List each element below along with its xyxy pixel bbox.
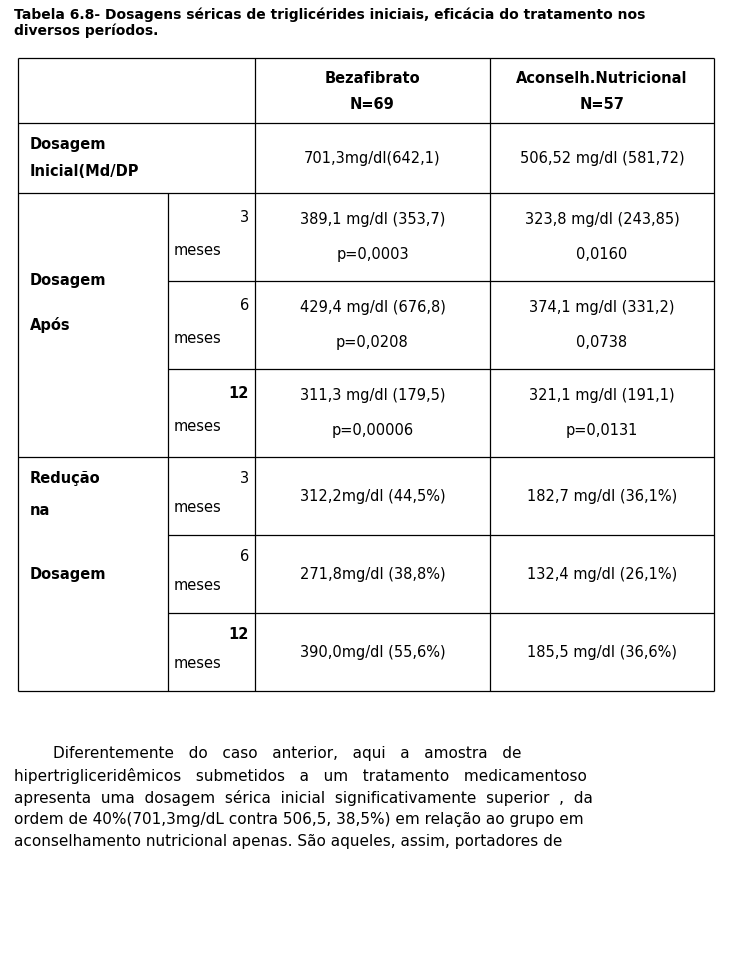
Text: Após: Após xyxy=(30,317,71,333)
Text: Inicial(Md/DP: Inicial(Md/DP xyxy=(30,165,139,180)
Text: 0,0160: 0,0160 xyxy=(577,247,628,262)
Text: meses: meses xyxy=(174,578,222,593)
Text: 321,1 mg/dl (191,1): 321,1 mg/dl (191,1) xyxy=(529,388,675,403)
Text: 390,0mg/dl (55,6%): 390,0mg/dl (55,6%) xyxy=(300,644,445,659)
Text: p=0,0208: p=0,0208 xyxy=(336,335,409,350)
Text: 3: 3 xyxy=(240,472,249,486)
Text: 374,1 mg/dl (331,2): 374,1 mg/dl (331,2) xyxy=(529,300,675,315)
Text: Dosagem: Dosagem xyxy=(30,137,106,151)
Text: 185,5 mg/dl (36,6%): 185,5 mg/dl (36,6%) xyxy=(527,644,677,659)
Text: meses: meses xyxy=(174,501,222,515)
Text: Tabela 6.8- Dosagens séricas de triglicérides iniciais, eficácia do tratamento n: Tabela 6.8- Dosagens séricas de triglicé… xyxy=(14,8,645,23)
Text: 6: 6 xyxy=(240,299,249,313)
Text: na: na xyxy=(30,502,50,518)
Text: p=0,00006: p=0,00006 xyxy=(332,423,413,438)
Text: 182,7 mg/dl (36,1%): 182,7 mg/dl (36,1%) xyxy=(527,488,677,503)
Text: 12: 12 xyxy=(229,628,249,642)
Text: Dosagem: Dosagem xyxy=(30,273,106,288)
Text: ordem de 40%(701,3mg/dL contra 506,5, 38,5%) em relação ao grupo em: ordem de 40%(701,3mg/dL contra 506,5, 38… xyxy=(14,812,584,827)
Text: meses: meses xyxy=(174,419,222,434)
Text: p=0,0003: p=0,0003 xyxy=(336,247,409,262)
Text: 12: 12 xyxy=(229,386,249,401)
Text: 312,2mg/dl (44,5%): 312,2mg/dl (44,5%) xyxy=(300,488,445,503)
Text: Diferentemente   do   caso   anterior,   aqui   a   amostra   de: Diferentemente do caso anterior, aqui a … xyxy=(14,746,521,761)
Text: 6: 6 xyxy=(240,549,249,565)
Text: meses: meses xyxy=(174,243,222,257)
Text: 506,52 mg/dl (581,72): 506,52 mg/dl (581,72) xyxy=(520,150,685,166)
Text: aconselhamento nutricional apenas. São aqueles, assim, portadores de: aconselhamento nutricional apenas. São a… xyxy=(14,834,562,849)
Text: 311,3 mg/dl (179,5): 311,3 mg/dl (179,5) xyxy=(300,388,445,403)
Text: N=57: N=57 xyxy=(580,98,625,112)
Text: 271,8mg/dl (38,8%): 271,8mg/dl (38,8%) xyxy=(300,567,445,582)
Text: hipertrigliceridêmicos   submetidos   a   um   tratamento   medicamentoso: hipertrigliceridêmicos submetidos a um t… xyxy=(14,768,587,784)
Text: Redução: Redução xyxy=(30,472,101,486)
Text: 701,3mg/dl(642,1): 701,3mg/dl(642,1) xyxy=(304,150,441,166)
Text: p=0,0131: p=0,0131 xyxy=(566,423,638,438)
Text: 0,0738: 0,0738 xyxy=(577,335,628,350)
Text: 389,1 mg/dl (353,7): 389,1 mg/dl (353,7) xyxy=(300,211,445,227)
Text: 323,8 mg/dl (243,85): 323,8 mg/dl (243,85) xyxy=(525,211,679,227)
Text: 132,4 mg/dl (26,1%): 132,4 mg/dl (26,1%) xyxy=(527,567,677,582)
Text: diversos períodos.: diversos períodos. xyxy=(14,24,158,38)
Text: Aconselh.Nutricional: Aconselh.Nutricional xyxy=(516,72,687,86)
Text: Bezafibrato: Bezafibrato xyxy=(324,72,421,86)
Text: meses: meses xyxy=(174,331,222,345)
Text: apresenta  uma  dosagem  sérica  inicial  significativamente  superior  ,  da: apresenta uma dosagem sérica inicial sig… xyxy=(14,790,593,806)
Text: Dosagem: Dosagem xyxy=(30,567,106,582)
Text: 3: 3 xyxy=(240,211,249,225)
Text: N=69: N=69 xyxy=(350,98,395,112)
Text: meses: meses xyxy=(174,657,222,671)
Text: 429,4 mg/dl (676,8): 429,4 mg/dl (676,8) xyxy=(300,300,445,315)
